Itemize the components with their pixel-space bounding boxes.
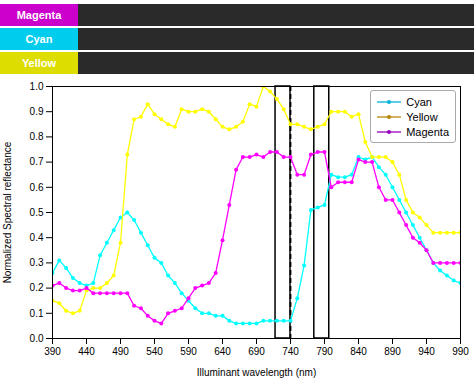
html-text:Cyan: Cyan <box>25 33 53 45</box>
html-text:Magenta: Magenta <box>16 9 62 21</box>
svg-text:790: 790 <box>316 346 333 357</box>
html-text:Yellow: Yellow <box>406 110 438 123</box>
svg-text:840: 840 <box>350 346 367 357</box>
svg-text:740: 740 <box>282 346 299 357</box>
svg-text:0.7: 0.7 <box>30 156 44 167</box>
svg-text:440: 440 <box>78 346 95 357</box>
svg-text:0.6: 0.6 <box>30 182 44 193</box>
svg-text:0.4: 0.4 <box>30 232 44 243</box>
svg-text:540: 540 <box>146 346 163 357</box>
svg-text:690: 690 <box>248 346 265 357</box>
svg-text:Illuminant wavelength (nm): Illuminant wavelength (nm) <box>197 367 317 378</box>
svg-text:0.5: 0.5 <box>30 207 44 218</box>
html-text:Magenta: Magenta <box>406 125 449 138</box>
svg-text:490: 490 <box>112 346 129 357</box>
svg-text:1.0: 1.0 <box>30 81 44 92</box>
svg-text:0.3: 0.3 <box>30 257 44 268</box>
svg-text:890: 890 <box>384 346 401 357</box>
html-text:Yellow: Yellow <box>21 57 57 69</box>
svg-text:990: 990 <box>452 346 469 357</box>
svg-text:0.9: 0.9 <box>30 106 44 117</box>
svg-text:590: 590 <box>180 346 197 357</box>
svg-text:390: 390 <box>44 346 61 357</box>
svg-text:640: 640 <box>214 346 231 357</box>
svg-text:0.0: 0.0 <box>30 333 44 344</box>
html-text:Cyan: Cyan <box>406 95 432 108</box>
svg-text:0.1: 0.1 <box>30 308 44 319</box>
svg-text:0.2: 0.2 <box>30 282 44 293</box>
svg-text:Normalized Spectral reflectanc: Normalized Spectral reflectance <box>2 141 13 283</box>
svg-text:0.8: 0.8 <box>30 131 44 142</box>
svg-text:940: 940 <box>418 346 435 357</box>
